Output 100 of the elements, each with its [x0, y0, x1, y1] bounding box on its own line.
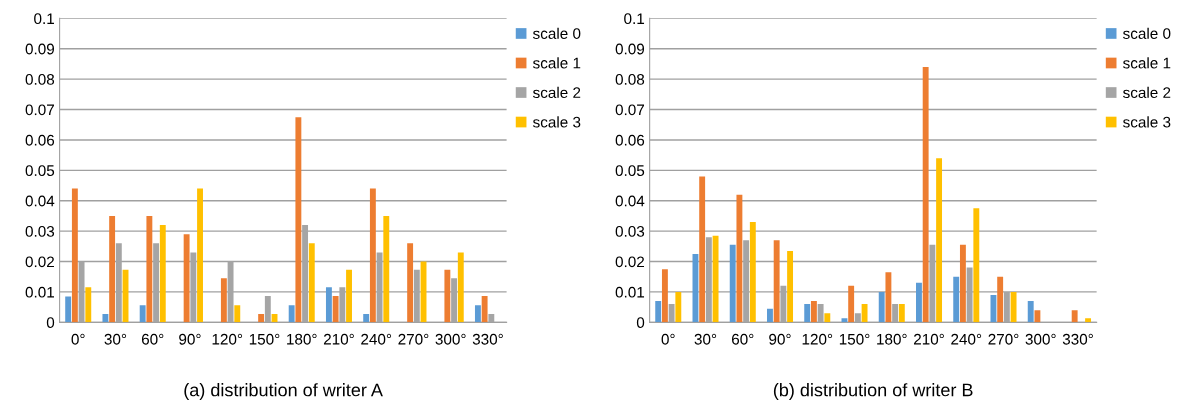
bar — [258, 314, 265, 323]
y-tick-label: 0 — [636, 317, 645, 329]
bar — [898, 304, 905, 323]
legend-label: scale 0 — [1123, 27, 1171, 39]
bar — [234, 305, 241, 323]
y-tick-label: 0.09 — [25, 43, 55, 55]
bar — [139, 305, 146, 323]
legend-label: scale 3 — [1123, 116, 1171, 128]
bar — [71, 188, 78, 323]
y-tick-label: 0.04 — [615, 195, 645, 207]
bar — [767, 308, 773, 323]
y-tick-label: 0.02 — [25, 256, 54, 268]
bar — [824, 313, 831, 323]
y-tick-label: 0.07 — [25, 104, 54, 116]
bar — [109, 215, 116, 323]
bar — [325, 287, 332, 323]
bar — [146, 215, 153, 323]
bar — [65, 296, 72, 323]
x-tick-label: 30° — [694, 333, 717, 345]
bar — [363, 314, 370, 323]
legend-label: scale 3 — [533, 116, 581, 128]
bar — [197, 188, 203, 323]
legend-label: scale 1 — [1123, 57, 1171, 69]
bar — [655, 301, 662, 323]
bar — [369, 188, 376, 323]
bar — [383, 215, 390, 323]
bar — [804, 304, 811, 323]
bar — [749, 222, 756, 323]
x-tick-label: 210° — [323, 333, 354, 345]
x-tick-label: 210° — [913, 333, 944, 345]
bar — [332, 295, 339, 323]
bar — [85, 287, 92, 323]
x-tick-label: 240° — [361, 333, 392, 345]
bar — [953, 276, 960, 323]
bar — [959, 244, 966, 323]
y-tick-label: 0.06 — [25, 134, 55, 146]
x-tick-label: 240° — [951, 333, 982, 345]
x-tick-label: 30° — [104, 333, 127, 345]
x-tick-label: 60° — [141, 333, 164, 345]
y-tick-label: 0.01 — [615, 286, 645, 298]
bar — [474, 305, 481, 323]
bar — [1085, 318, 1092, 323]
text: (a) distribution of writer A — [184, 383, 383, 400]
bar — [102, 314, 109, 323]
bar — [661, 269, 668, 323]
x-tick-label: 180° — [287, 333, 317, 345]
y-tick-label: 0 — [46, 317, 55, 329]
bar — [288, 305, 295, 323]
y-tick-label: 0.08 — [25, 74, 55, 85]
bar — [699, 176, 706, 323]
x-tick-label: 180° — [877, 333, 907, 345]
text: (b) distribution of writer B — [773, 383, 973, 400]
y-tick-label: 0.06 — [615, 134, 645, 146]
x-tick-label: 60° — [731, 333, 754, 345]
bar — [444, 269, 451, 323]
bar — [773, 240, 780, 323]
bar — [810, 301, 817, 323]
x-tick-label: 0° — [71, 333, 85, 345]
x-tick-label: 330° — [472, 333, 503, 345]
bar — [787, 250, 794, 323]
bar — [675, 291, 682, 323]
bar — [973, 208, 980, 323]
y-tick-label: 0.07 — [615, 104, 645, 116]
bar — [1027, 301, 1034, 323]
x-tick-label: 300° — [435, 333, 466, 345]
bar — [308, 243, 315, 323]
x-tick-label: 300° — [1025, 333, 1056, 345]
legend-label: scale 2 — [1123, 86, 1171, 99]
y-tick-label: 0.1 — [34, 13, 54, 25]
legend-label: scale 2 — [533, 86, 581, 99]
legend-label: scale 1 — [533, 57, 581, 69]
bar — [159, 225, 166, 323]
bar — [885, 272, 892, 323]
x-tick-label: 270° — [988, 333, 1019, 345]
bar — [220, 278, 227, 323]
y-tick-label: 0.02 — [615, 256, 645, 268]
bar — [922, 66, 929, 323]
x-tick-label: 270° — [398, 333, 429, 345]
bar — [295, 117, 302, 323]
bar — [183, 234, 190, 323]
x-tick-label: 150° — [839, 333, 870, 345]
y-tick-label: 0.01 — [25, 286, 54, 298]
bar — [712, 235, 719, 323]
bar — [1071, 310, 1078, 323]
bar — [878, 291, 885, 323]
bar — [457, 252, 464, 323]
x-tick-label: 330° — [1062, 333, 1093, 345]
bar — [936, 158, 943, 323]
x-tick-label: 0° — [661, 333, 675, 345]
y-tick-label: 0.03 — [615, 226, 645, 237]
y-tick-label: 0.03 — [25, 226, 55, 237]
legend-label: scale 0 — [533, 27, 581, 39]
x-tick-label: 90° — [179, 333, 201, 345]
bar — [916, 282, 922, 323]
bar — [861, 304, 868, 323]
bar — [1034, 310, 1041, 323]
y-tick-label: 0.05 — [25, 165, 55, 177]
y-tick-label: 0.1 — [624, 13, 645, 25]
bar — [407, 243, 414, 323]
y-tick-label: 0.09 — [615, 43, 645, 55]
